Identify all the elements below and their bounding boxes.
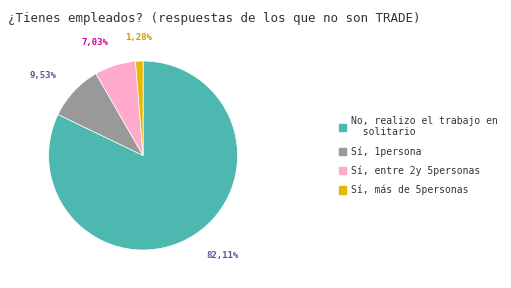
Wedge shape [96, 61, 143, 156]
Text: 7,03%: 7,03% [81, 38, 108, 47]
Wedge shape [135, 61, 143, 156]
Wedge shape [58, 74, 143, 156]
Legend: No, realizo el trabajo en
  solitario, Sí, 1persona, Sí, entre 2y 5personas, Sí,: No, realizo el trabajo en solitario, Sí,… [336, 113, 501, 198]
Text: 82,11%: 82,11% [206, 251, 238, 260]
Text: 9,53%: 9,53% [30, 71, 57, 79]
Text: ¿Tienes empleados? (respuestas de los que no son TRADE): ¿Tienes empleados? (respuestas de los qu… [8, 12, 421, 24]
Text: 1,28%: 1,28% [125, 33, 152, 42]
Wedge shape [49, 61, 238, 250]
